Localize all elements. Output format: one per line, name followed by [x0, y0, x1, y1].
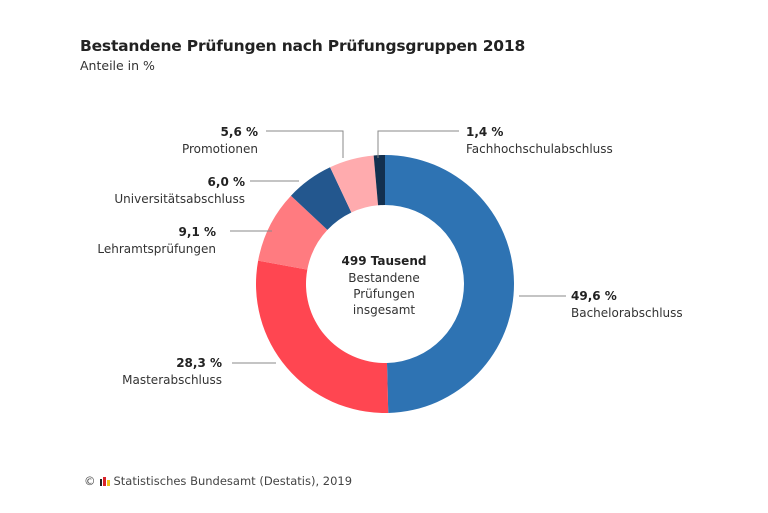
slice-value-label: 49,6 % [571, 289, 617, 303]
source-footer: © Statistisches Bundesamt (Destatis), 20… [84, 474, 352, 488]
slice-name-label: Universitätsabschluss [114, 192, 245, 206]
slices-group [255, 155, 514, 413]
slice-promotionen [330, 155, 379, 213]
leader-line [377, 130, 459, 158]
slice-name-label: Promotionen [182, 142, 258, 156]
center-line-3: insgesamt [353, 303, 415, 317]
center-line-1: Bestandene [348, 271, 420, 285]
slice-value-label: 9,1 % [179, 225, 216, 239]
slice-value-label: 28,3 % [176, 356, 222, 370]
center-total: 499 Tausend [342, 254, 427, 268]
slice-bachelorabschluss [385, 155, 514, 413]
chart-title: Bestandene Prüfungen nach Prüfungsgruppe… [80, 37, 526, 55]
slice-name-label: Bachelorabschluss [571, 306, 683, 320]
slice-universit-tsabschluss [290, 167, 352, 230]
slice-name-label: Fachhochschulabschluss [466, 142, 613, 156]
slice-value-label: 6,0 % [208, 175, 245, 189]
source-text: Statistisches Bundesamt (Destatis), 2019 [113, 474, 353, 488]
destatis-logo-icon [99, 476, 110, 486]
copyright-symbol: © [84, 474, 96, 488]
center-label-group: 499 Tausend Bestandene Prüfungen insgesa… [342, 254, 427, 317]
leader-lines-group [230, 130, 566, 364]
center-line-2: Prüfungen [353, 287, 415, 301]
slice-value-label: 1,4 % [466, 125, 503, 139]
slice-masterabschluss [255, 260, 389, 413]
slice-name-label: Lehramtsprüfungen [97, 242, 216, 256]
leader-line [266, 130, 344, 158]
chart-subtitle: Anteile in % [80, 58, 155, 73]
slice-fachhochschulabschluss [373, 155, 385, 206]
slice-name-label: Masterabschluss [122, 373, 222, 387]
slice-value-label: 5,6 % [221, 125, 258, 139]
labels-group: 49,6 % Bachelorabschluss 28,3 % Masterabsch… [97, 125, 682, 387]
slice-lehramtspr-fungen [258, 195, 328, 270]
